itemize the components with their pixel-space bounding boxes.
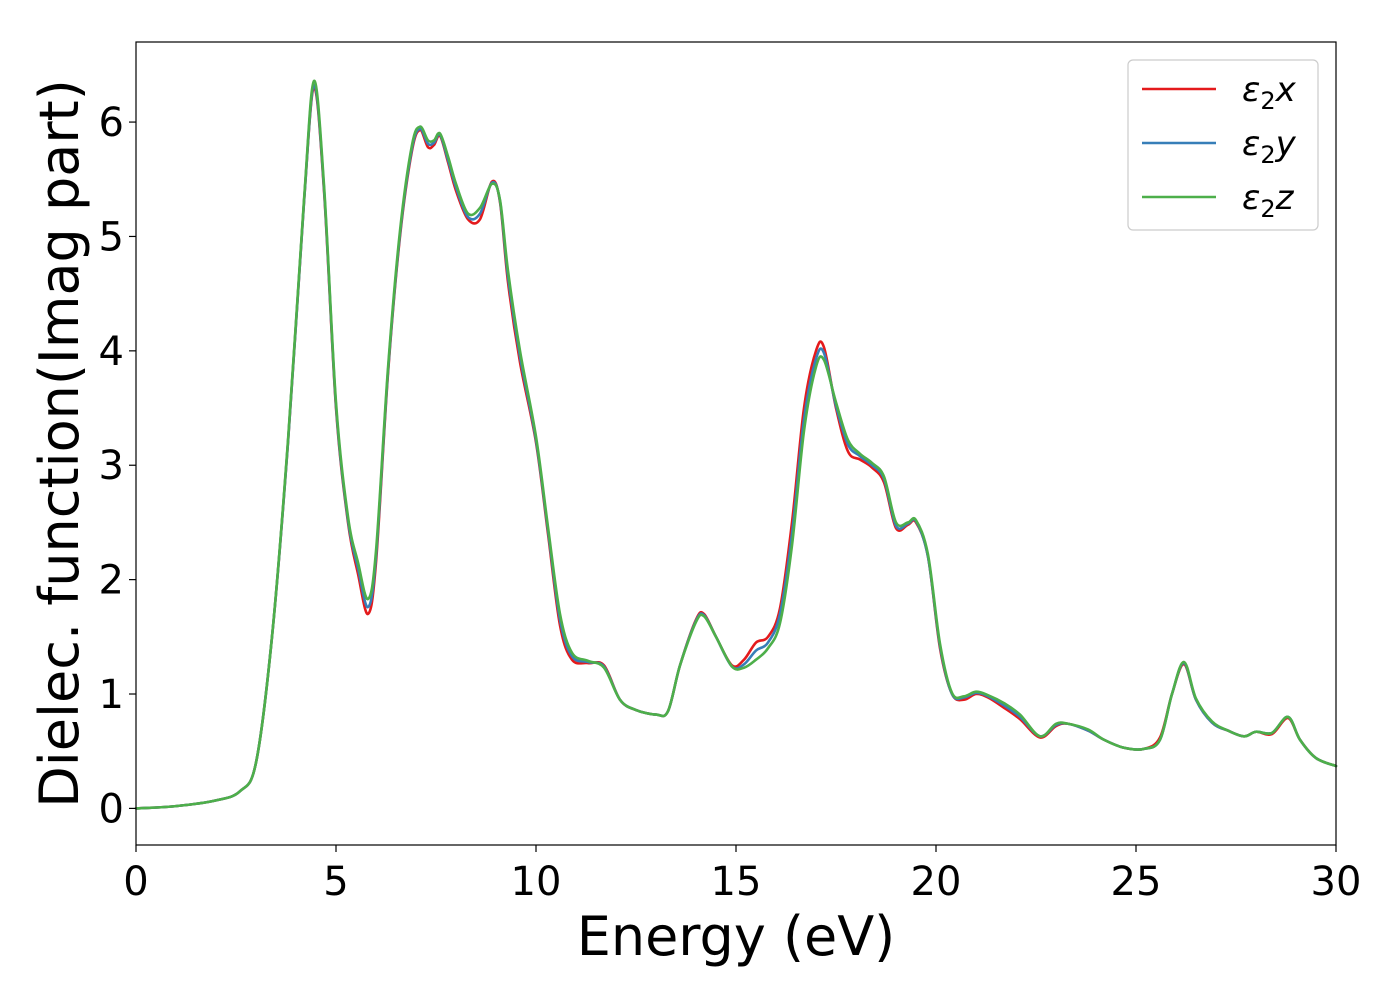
x-axis-title: Energy (eV) <box>577 905 896 968</box>
y-tick-label: 5 <box>99 214 124 260</box>
x-tick-label: 25 <box>1111 859 1162 905</box>
legend: ε2x ε2y ε2z <box>1127 59 1319 231</box>
y-axis-title: Dielec. function(Imag part) <box>28 79 91 808</box>
y-tick-label: 0 <box>99 786 124 832</box>
x-tick-label: 15 <box>711 859 762 905</box>
legend-label-y: ε2y <box>1242 124 1297 169</box>
series-line-z <box>134 79 1338 810</box>
y-axis: 0 1 2 3 4 5 6 <box>99 100 136 832</box>
y-tick-label: 3 <box>99 443 124 489</box>
plot-lines <box>134 79 1338 810</box>
x-axis: 0 5 10 15 20 25 30 <box>123 845 1361 905</box>
x-tick-label: 5 <box>323 859 348 905</box>
legend-box <box>1127 59 1319 231</box>
y-tick-label: 4 <box>99 329 124 375</box>
x-tick-label: 20 <box>911 859 962 905</box>
x-tick-label: 30 <box>1311 859 1362 905</box>
y-tick-label: 6 <box>99 100 124 146</box>
legend-label-z: ε2z <box>1242 178 1295 223</box>
x-tick-label: 0 <box>123 859 148 905</box>
y-tick-label: 1 <box>99 672 124 718</box>
y-tick-label: 2 <box>99 558 124 604</box>
legend-label-x: ε2x <box>1242 70 1297 115</box>
x-tick-label: 10 <box>511 859 562 905</box>
